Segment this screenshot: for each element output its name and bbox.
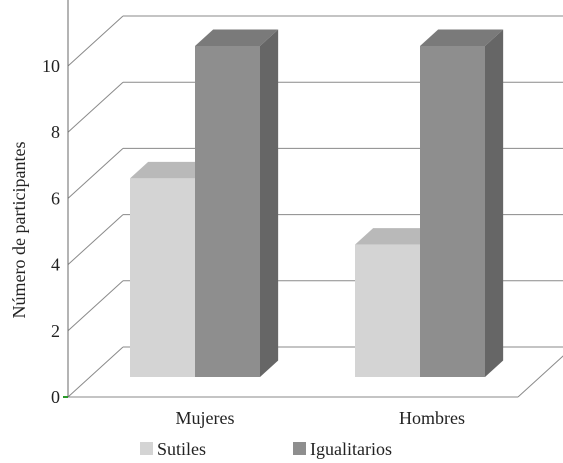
y-tick-label: 8 [51,122,60,142]
x-tick-label: Hombres [399,408,465,428]
x-axis: Mujeres Hombres [176,408,465,428]
bar-igualitarios-hombres [420,29,504,377]
bar-top [195,29,279,46]
x-tick-label: Mujeres [176,408,235,428]
floor-edge [517,355,563,398]
gridline [67,81,124,133]
legend-item-sutiles: Sutiles [140,439,206,459]
bar-igualitarios-mujeres [195,29,279,377]
bar-front [420,46,485,377]
bar-top [355,228,439,245]
y-tick-label: 2 [51,321,60,341]
bar-front [355,244,420,377]
legend-item-igualitarios: Igualitarios [293,439,392,459]
legend-label: Sutiles [157,439,206,459]
y-tick-label: 0 [51,387,60,407]
gridline [67,214,124,265]
legend-swatch [140,442,153,455]
bar-side [485,29,504,377]
y-axis: 0 2 4 6 8 10 [42,0,69,407]
bars [130,29,504,377]
legend-label: Igualitarios [310,439,392,459]
bar-front [195,46,260,377]
bar-top [130,161,214,179]
y-axis-title: Número de participantes [9,142,29,319]
gridline [67,280,124,332]
legend-swatch [293,442,306,455]
gridline [67,15,124,67]
y-tick-label: 6 [51,188,60,208]
y-tick-label: 4 [51,255,60,275]
legend: Sutiles Igualitarios [140,439,392,459]
y-tick-label: 10 [42,56,60,76]
bar-side [260,29,279,377]
gridline [67,346,124,398]
bar-front [130,178,195,377]
gridline [67,148,124,199]
bar-top [420,29,504,46]
